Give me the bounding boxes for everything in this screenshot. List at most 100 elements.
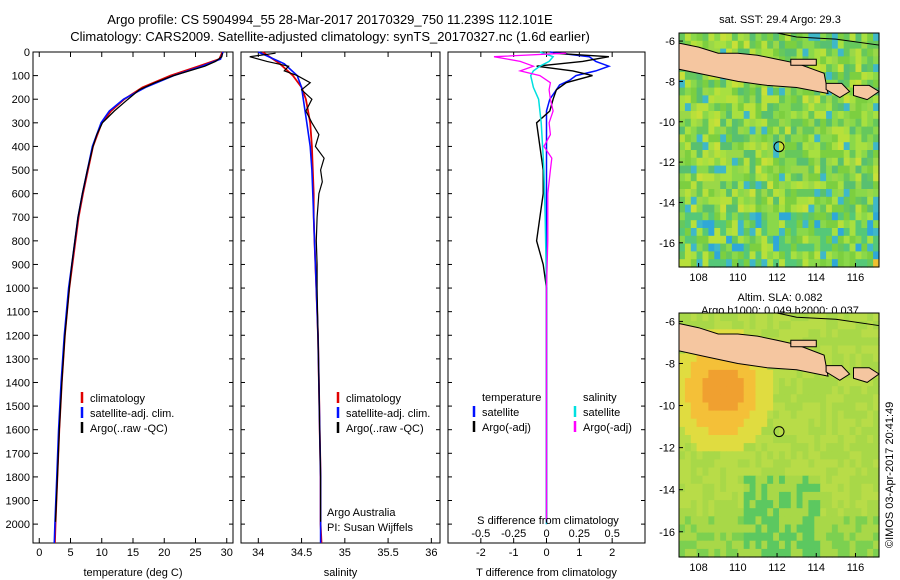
temp-legend-label: satellite-adj. clim. bbox=[90, 408, 174, 420]
diff-xtick-label: -1 bbox=[509, 547, 519, 559]
diff-salinity-tick-label: -0.25 bbox=[501, 528, 526, 540]
sal-xtick-label: 35.5 bbox=[377, 547, 398, 559]
sla-land-madura bbox=[790, 339, 817, 348]
temp-xtick-label: 5 bbox=[67, 547, 73, 559]
diff-temp-legend-label: Argo(-adj) bbox=[482, 422, 531, 434]
diff-legend-temp-title: temperature bbox=[482, 392, 541, 404]
diff-salinity-tick-label: -0.5 bbox=[471, 528, 490, 540]
diff-xtick-label: 2 bbox=[609, 547, 615, 559]
sal-legend-label: climatology bbox=[346, 393, 402, 405]
temp-legend-label: climatology bbox=[90, 393, 146, 405]
sst-land-madura bbox=[790, 58, 817, 66]
temp-ytick-label: 2000 bbox=[6, 519, 30, 531]
sst-ytick-label: -12 bbox=[659, 157, 675, 169]
temp-ytick-label: 1100 bbox=[6, 307, 30, 319]
diff-salinity-tick-label: 0.5 bbox=[605, 528, 620, 540]
temp-xlabel: temperature (deg C) bbox=[83, 567, 182, 579]
sal-xtick-label: 34.5 bbox=[291, 547, 312, 559]
sst-land-lombok bbox=[853, 84, 880, 101]
sal-xtick-label: 34 bbox=[252, 547, 264, 559]
sst-xtick-label: 116 bbox=[847, 272, 865, 284]
sla-ytick-label: -6 bbox=[665, 316, 675, 328]
temp-ytick-label: 300 bbox=[12, 118, 30, 130]
temp-ytick-label: 1500 bbox=[6, 401, 30, 413]
temp-series-2 bbox=[54, 53, 224, 522]
diff-series-3 bbox=[493, 52, 567, 522]
temp-ytick-label: 1200 bbox=[6, 330, 30, 342]
sla-ytick-label: -12 bbox=[659, 443, 675, 455]
temp-xtick-label: 15 bbox=[127, 547, 139, 559]
temp-ytick-label: 900 bbox=[12, 259, 30, 271]
sla-ytick-label: -16 bbox=[659, 527, 675, 539]
temp-ytick-label: 200 bbox=[12, 94, 30, 106]
diff-xtick-label: -2 bbox=[476, 547, 486, 559]
temp-xtick-label: 10 bbox=[96, 547, 108, 559]
sst-ytick-label: -10 bbox=[659, 117, 675, 129]
diff-salinity-tick-label: 0.25 bbox=[569, 528, 590, 540]
sal-legend-label: Argo(..raw -QC) bbox=[346, 423, 424, 435]
sal-xlabel: salinity bbox=[324, 567, 358, 579]
sla-ytick-label: -14 bbox=[659, 485, 675, 497]
temp-ytick-label: 100 bbox=[12, 71, 30, 83]
temp-legend-label: Argo(..raw -QC) bbox=[90, 423, 168, 435]
sla-map-title: Altim. SLA: 0.082 bbox=[737, 292, 823, 304]
temp-ytick-label: 800 bbox=[12, 236, 30, 248]
sal-legend-label: satellite-adj. clim. bbox=[346, 408, 430, 420]
sla-xtick-label: 112 bbox=[768, 562, 786, 574]
sst-ytick-label: -6 bbox=[665, 36, 675, 48]
diff-sal-legend-label: satellite bbox=[583, 407, 620, 419]
diff-series-2 bbox=[529, 51, 555, 525]
sal-annotation-line1: Argo Australia bbox=[327, 507, 396, 519]
sst-map-title: sat. SST: 29.4 Argo: 29.3 bbox=[719, 14, 841, 26]
sal-xtick-label: 36 bbox=[425, 547, 437, 559]
sst-argo-marker bbox=[773, 141, 785, 153]
sla-xtick-label: 116 bbox=[847, 562, 865, 574]
climatology-title: Climatology: CARS2009. Satellite-adjuste… bbox=[70, 29, 590, 44]
diff-legend-sal-title: salinity bbox=[583, 392, 617, 404]
diff-sal-legend-label: Argo(-adj) bbox=[583, 422, 632, 434]
sal-xtick-label: 35 bbox=[339, 547, 351, 559]
sla-ytick-label: -10 bbox=[659, 401, 675, 413]
temp-frame bbox=[32, 51, 234, 544]
sla-land-bali bbox=[825, 365, 851, 381]
sst-land-bali bbox=[825, 82, 851, 99]
diff-salinity-tick-label: 0 bbox=[543, 528, 549, 540]
sla-land-java bbox=[678, 322, 829, 377]
sst-land-java bbox=[678, 42, 829, 95]
sla-ytick-label: -8 bbox=[665, 358, 675, 370]
imos-credit: ©IMOS 03-Apr-2017 20:41:49 bbox=[884, 401, 896, 548]
sst-frame bbox=[678, 32, 880, 268]
temp-ytick-label: 700 bbox=[12, 212, 30, 224]
sal-annotation-line2: PI: Susan Wijffels bbox=[327, 522, 413, 534]
sal-series-2 bbox=[249, 52, 325, 522]
sst-ytick-label: -14 bbox=[659, 197, 675, 209]
diff-xtick-label: 0 bbox=[543, 547, 549, 559]
diff-xlabel: T difference from climatology bbox=[476, 567, 617, 579]
sst-ytick-label: -8 bbox=[665, 76, 675, 88]
temp-xtick-label: 30 bbox=[221, 547, 233, 559]
temp-ytick-label: 1400 bbox=[6, 377, 30, 389]
sla-xtick-label: 108 bbox=[689, 562, 707, 574]
temp-ytick-label: 1300 bbox=[6, 354, 30, 366]
sst-xtick-label: 110 bbox=[729, 272, 747, 284]
temp-xtick-label: 0 bbox=[36, 547, 42, 559]
temp-xtick-label: 25 bbox=[189, 547, 201, 559]
sst-xtick-label: 114 bbox=[807, 272, 825, 284]
temp-ytick-label: 1600 bbox=[6, 425, 30, 437]
sla-frame bbox=[678, 312, 880, 558]
profile-title: Argo profile: CS 5904994_55 28-Mar-2017 … bbox=[107, 12, 553, 27]
sla-xtick-label: 110 bbox=[729, 562, 747, 574]
temp-ytick-label: 500 bbox=[12, 165, 30, 177]
temp-xtick-label: 20 bbox=[158, 547, 170, 559]
temp-ytick-label: 0 bbox=[24, 47, 30, 59]
diff-salinity-xlabel: S difference from climatology bbox=[477, 515, 619, 527]
sal-frame bbox=[240, 51, 441, 544]
temp-ytick-label: 1800 bbox=[6, 472, 30, 484]
temp-ytick-label: 1900 bbox=[6, 496, 30, 508]
temp-ytick-label: 1700 bbox=[6, 448, 30, 460]
sst-xtick-label: 108 bbox=[689, 272, 707, 284]
sst-ytick-label: -16 bbox=[659, 238, 675, 250]
temp-ytick-label: 1000 bbox=[6, 283, 30, 295]
sla-argo-marker bbox=[773, 426, 785, 438]
